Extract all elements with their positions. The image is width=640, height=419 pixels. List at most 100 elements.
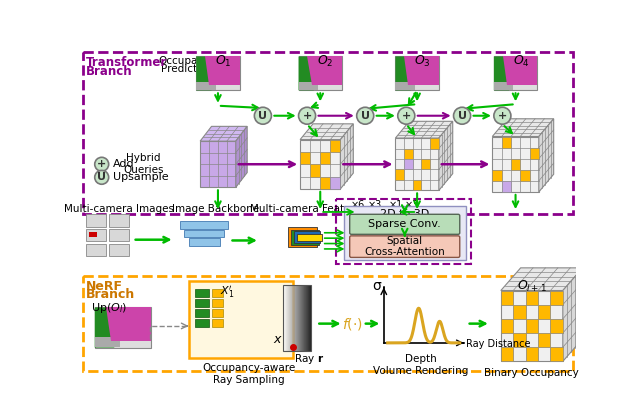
Polygon shape (236, 127, 247, 187)
Bar (109, 229, 129, 241)
Text: ×3: ×3 (404, 200, 419, 210)
Bar (195, 299, 209, 308)
Text: ×6: ×6 (350, 200, 365, 210)
Text: Multi-camera Features: Multi-camera Features (250, 204, 367, 214)
Polygon shape (492, 119, 554, 137)
Bar (212, 299, 223, 308)
Bar (200, 141, 236, 187)
Circle shape (454, 107, 470, 124)
Circle shape (397, 107, 415, 124)
Bar (95, 308, 150, 347)
Bar (288, 228, 317, 247)
Bar (494, 82, 513, 91)
Polygon shape (494, 57, 516, 91)
Bar (404, 159, 413, 169)
Bar (212, 289, 223, 297)
Bar (550, 290, 563, 305)
Bar (330, 176, 340, 189)
Bar (294, 231, 320, 243)
Bar (520, 170, 529, 181)
Text: +: + (498, 111, 507, 121)
Bar (283, 285, 311, 351)
Bar (502, 181, 511, 192)
Text: Add: Add (113, 159, 134, 169)
Polygon shape (106, 308, 150, 341)
Text: $O_3$: $O_3$ (414, 54, 431, 69)
Polygon shape (95, 308, 123, 347)
Bar (320, 176, 330, 189)
Text: Image Backbone: Image Backbone (172, 204, 259, 214)
Text: $O_{l+1}$: $O_{l+1}$ (517, 279, 547, 294)
Bar (550, 319, 563, 333)
Circle shape (95, 157, 109, 171)
Text: $x$: $x$ (273, 333, 282, 346)
Bar (550, 347, 563, 361)
Bar (501, 347, 513, 361)
Polygon shape (501, 268, 582, 290)
Bar (404, 148, 413, 159)
Polygon shape (563, 268, 582, 361)
Text: Branch: Branch (86, 288, 136, 301)
Text: ×1: ×1 (389, 200, 403, 210)
Bar (196, 57, 239, 91)
Circle shape (95, 171, 109, 184)
FancyBboxPatch shape (349, 214, 460, 234)
Bar (83, 52, 573, 214)
Bar (189, 238, 220, 246)
Bar (330, 140, 340, 152)
Bar (300, 152, 310, 164)
Bar (525, 319, 538, 333)
Bar (525, 290, 538, 305)
Bar (109, 243, 129, 256)
Bar (86, 229, 106, 241)
Text: Branch: Branch (86, 65, 133, 78)
Text: Prediction: Prediction (161, 64, 213, 74)
Polygon shape (396, 57, 417, 91)
Text: Ray Distance: Ray Distance (466, 339, 531, 349)
Bar (95, 337, 120, 347)
Polygon shape (340, 124, 353, 189)
Polygon shape (539, 119, 554, 192)
Bar (529, 147, 539, 159)
Bar (538, 333, 550, 347)
Text: Upsample: Upsample (113, 172, 168, 182)
Text: $O_1$: $O_1$ (215, 54, 232, 69)
Text: +: + (97, 159, 106, 169)
Bar (180, 221, 228, 229)
Bar (196, 82, 216, 91)
Bar (320, 152, 330, 164)
Bar (195, 289, 209, 297)
Bar (413, 180, 422, 190)
Bar (422, 159, 430, 169)
Bar (430, 138, 439, 148)
Circle shape (254, 107, 271, 124)
Bar (494, 57, 537, 91)
Circle shape (356, 107, 374, 124)
Bar (336, 199, 472, 264)
Bar (184, 230, 224, 238)
Polygon shape (307, 57, 342, 85)
Text: U: U (259, 111, 268, 121)
Text: 2D to 3D: 2D to 3D (380, 209, 429, 219)
Bar (396, 138, 439, 190)
Bar (212, 319, 223, 328)
Text: U: U (458, 111, 467, 121)
Text: σ: σ (372, 279, 381, 293)
Bar (513, 305, 525, 319)
Bar (298, 57, 342, 91)
Text: $f(\cdot)$: $f(\cdot)$ (342, 316, 364, 331)
Bar (344, 206, 466, 260)
Circle shape (494, 107, 511, 124)
Polygon shape (200, 127, 247, 141)
Bar (502, 137, 511, 147)
Bar (396, 169, 404, 180)
Bar (291, 230, 319, 245)
Bar (513, 333, 525, 347)
Text: Binary Occupancy: Binary Occupancy (484, 367, 579, 378)
Bar (195, 309, 209, 318)
Text: $X_1'$: $X_1'$ (220, 285, 234, 300)
Bar (538, 305, 550, 319)
Text: +: + (402, 111, 411, 121)
Text: Spatial
Cross-Attention: Spatial Cross-Attention (364, 236, 445, 257)
Polygon shape (196, 57, 218, 91)
